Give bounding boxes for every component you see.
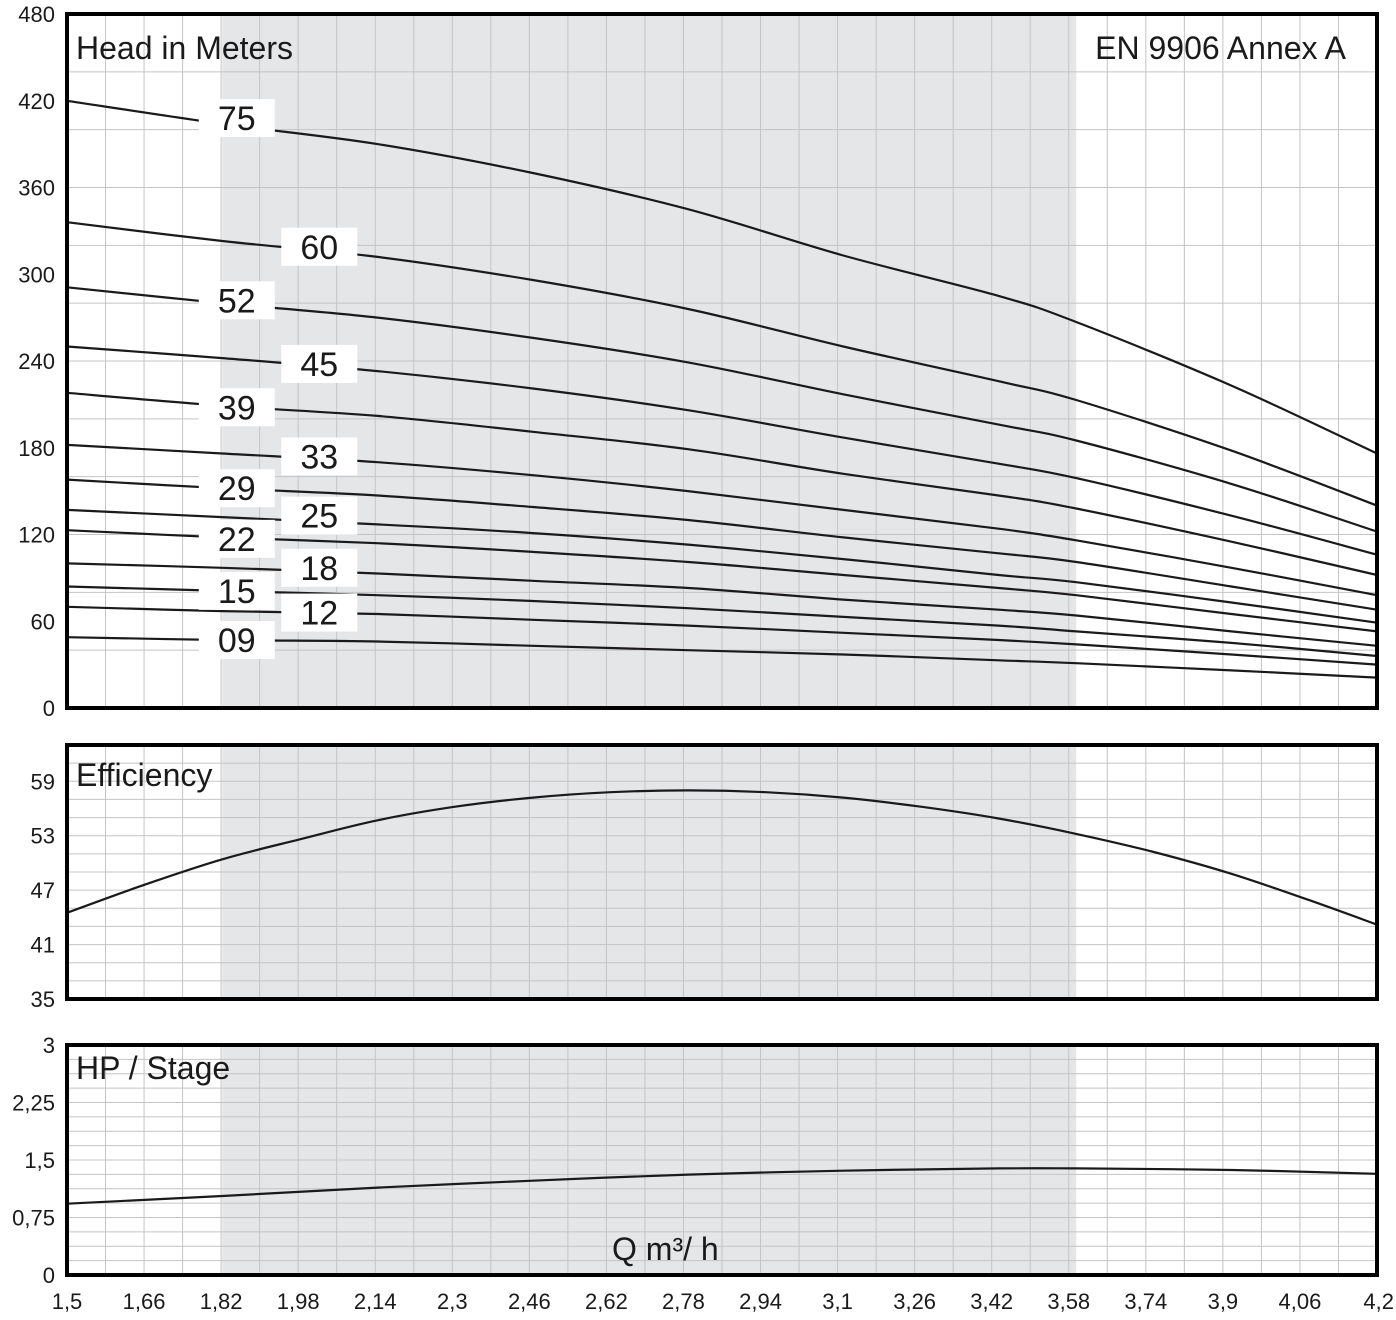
hp-stage-panel-title: HP / Stage bbox=[76, 1050, 230, 1086]
head-panel-frame bbox=[65, 12, 1379, 710]
head-y-tick-label: 300 bbox=[18, 262, 55, 287]
head-y-tick-label: 480 bbox=[18, 2, 55, 27]
curve-label-45: 45 bbox=[300, 346, 338, 384]
x-tick-label: 3,1 bbox=[822, 1289, 853, 1314]
curve-label-bg-09 bbox=[198, 621, 275, 660]
curve-label-39: 39 bbox=[218, 389, 256, 427]
x-tick-label: 2,3 bbox=[437, 1289, 468, 1314]
head-curve-52 bbox=[66, 286, 1378, 533]
head-y-tick-label: 0 bbox=[43, 696, 55, 721]
hp-y-tick-label: 3 bbox=[43, 1033, 55, 1058]
standard-annotation: EN 9906 Annex A bbox=[1095, 30, 1347, 66]
hp-y-tick-label: 1,5 bbox=[24, 1148, 55, 1173]
efficiency-y-tick-label: 35 bbox=[31, 987, 55, 1012]
curve-label-bg-29 bbox=[198, 469, 275, 508]
x-tick-label: 4,06 bbox=[1279, 1289, 1322, 1314]
curve-label-29: 29 bbox=[218, 470, 256, 508]
x-tick-label: 3,9 bbox=[1208, 1289, 1239, 1314]
x-tick-label: 2,78 bbox=[662, 1289, 705, 1314]
curve-label-25: 25 bbox=[300, 498, 338, 536]
hp-panel-frame bbox=[65, 1043, 1379, 1277]
curve-label-52: 52 bbox=[218, 282, 256, 320]
curve-label-bg-75 bbox=[198, 99, 275, 138]
x-tick-label: 2,94 bbox=[739, 1289, 782, 1314]
hp-y-tick-label: 2,25 bbox=[12, 1091, 55, 1116]
efficiency-y-tick-label: 59 bbox=[31, 769, 55, 794]
curve-label-15: 15 bbox=[218, 573, 256, 611]
curve-label-bg-18 bbox=[281, 548, 358, 587]
x-tick-label: 3,42 bbox=[970, 1289, 1013, 1314]
efficiency-panel-title: Efficiency bbox=[76, 757, 212, 793]
curve-label-bg-12 bbox=[281, 593, 358, 632]
head-curve-22 bbox=[66, 529, 1378, 633]
curve-label-bg-52 bbox=[198, 281, 275, 320]
x-tick-label: 1,66 bbox=[123, 1289, 166, 1314]
efficiency-y-tick-label: 47 bbox=[31, 878, 55, 903]
curve-label-bg-22 bbox=[198, 519, 275, 558]
x-tick-label: 3,26 bbox=[893, 1289, 936, 1314]
hp-y-tick-label: 0,75 bbox=[12, 1206, 55, 1231]
curve-label-33: 33 bbox=[300, 438, 338, 476]
x-tick-label: 1,5 bbox=[52, 1289, 83, 1314]
x-tick-label: 2,62 bbox=[585, 1289, 628, 1314]
efficiency-curve bbox=[66, 789, 1378, 926]
head-y-tick-label: 180 bbox=[18, 436, 55, 461]
curve-label-bg-45 bbox=[281, 344, 358, 383]
x-tick-label: 1,82 bbox=[200, 1289, 243, 1314]
head-y-tick-label: 360 bbox=[18, 176, 55, 201]
curve-label-bg-15 bbox=[198, 571, 275, 610]
curve-label-bg-33 bbox=[281, 437, 358, 476]
curve-label-22: 22 bbox=[218, 521, 256, 559]
efficiency-y-tick-label: 53 bbox=[31, 824, 55, 849]
hp-y-tick-label: 0 bbox=[43, 1263, 55, 1288]
x-tick-label: 2,14 bbox=[354, 1289, 397, 1314]
curve-label-09: 09 bbox=[218, 622, 256, 660]
curve-label-bg-25 bbox=[281, 496, 358, 535]
head-y-tick-label: 60 bbox=[31, 609, 55, 634]
head-y-tick-label: 420 bbox=[18, 89, 55, 114]
head-y-tick-label: 240 bbox=[18, 349, 55, 374]
curve-label-bg-60 bbox=[281, 227, 358, 266]
x-tick-label: 4,2 bbox=[1363, 1289, 1394, 1314]
head-curve-09 bbox=[66, 636, 1378, 679]
efficiency-y-tick-label: 41 bbox=[31, 933, 55, 958]
curve-label-60: 60 bbox=[300, 229, 338, 267]
hp-curve bbox=[66, 1167, 1378, 1205]
head-y-tick-label: 120 bbox=[18, 523, 55, 548]
efficiency-panel-frame bbox=[65, 743, 1379, 1001]
x-tick-label: 3,74 bbox=[1124, 1289, 1167, 1314]
x-tick-label: 2,46 bbox=[508, 1289, 551, 1314]
head-curve-15 bbox=[66, 585, 1378, 658]
head-panel-title: Head in Meters bbox=[76, 30, 293, 66]
curve-label-18: 18 bbox=[300, 550, 338, 588]
curve-label-75: 75 bbox=[218, 100, 256, 138]
curve-label-bg-39 bbox=[198, 388, 275, 427]
head-curve-75 bbox=[66, 99, 1378, 455]
head-curve-39 bbox=[66, 391, 1378, 577]
x-tick-label: 3,58 bbox=[1047, 1289, 1090, 1314]
x-axis-label: Q m³/ h bbox=[612, 1231, 719, 1267]
head-curve-29 bbox=[66, 478, 1378, 611]
curve-label-12: 12 bbox=[300, 595, 338, 633]
x-tick-label: 1,98 bbox=[277, 1289, 320, 1314]
